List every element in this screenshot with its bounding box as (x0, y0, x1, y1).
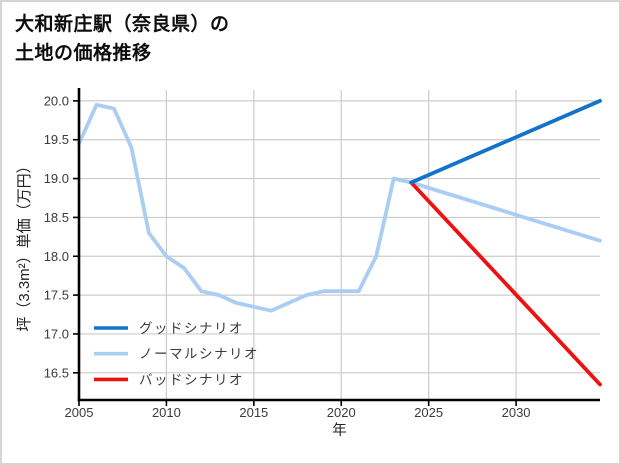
legend-label: バッドシナリオ (139, 372, 244, 387)
y-tick-label: 20.0 (44, 93, 69, 108)
legend-label: グッドシナリオ (139, 321, 244, 336)
legend-label: ノーマルシナリオ (139, 347, 259, 362)
x-tick-label: 2025 (414, 405, 443, 420)
y-tick-label: 19.0 (44, 171, 69, 186)
y-tick-label: 18.5 (44, 210, 69, 225)
series-line (77, 102, 414, 313)
x-tick-label: 2005 (65, 405, 94, 420)
chart-title: 大和新庄駅（奈良県）の 土地の価格推移 (15, 10, 230, 68)
series-line (409, 99, 602, 185)
series-line (409, 180, 602, 387)
chart-title-line2: 土地の価格推移 (15, 43, 152, 64)
chart-title-line1: 大和新庄駅（奈良県）の (15, 14, 230, 35)
x-tick-label: 2015 (239, 405, 268, 420)
y-tick-label: 17.5 (44, 288, 69, 303)
x-axis-label: 年 (332, 422, 347, 439)
y-tick-label: 18.0 (44, 249, 69, 264)
x-tick-label: 2010 (152, 405, 181, 420)
series-line (409, 180, 602, 243)
y-tick-label: 17.0 (44, 326, 69, 341)
y-tick-label: 19.5 (44, 132, 69, 147)
x-tick-label: 2030 (502, 405, 531, 420)
x-tick-label: 2020 (327, 405, 356, 420)
y-tick-label: 16.5 (44, 365, 69, 380)
y-axis-label: 坪（3.3m²）単価（万円） (16, 158, 33, 331)
